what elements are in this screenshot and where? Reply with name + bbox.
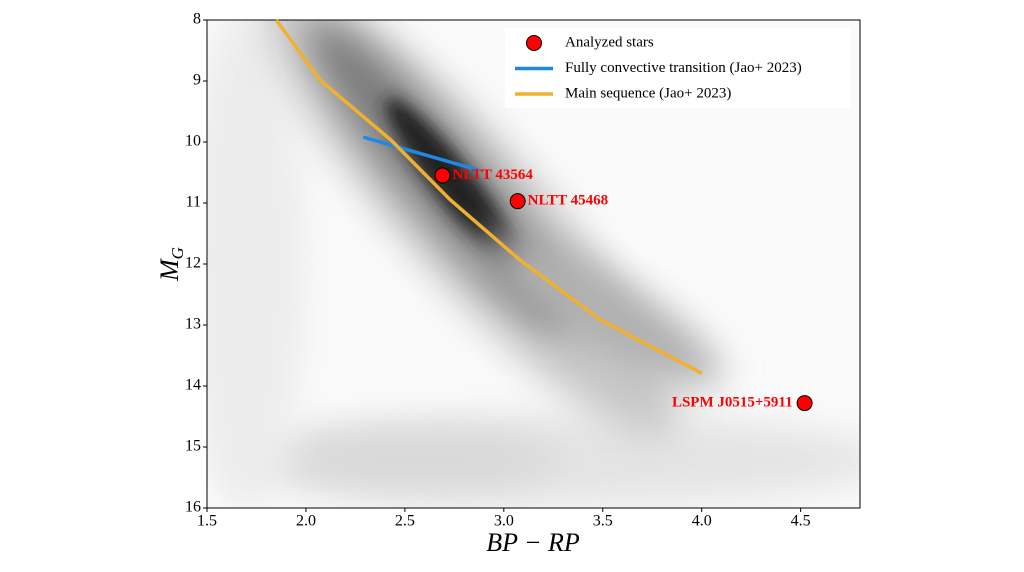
x-tick-label: 2.0 <box>296 513 316 530</box>
point-label: NLTT 43564 <box>452 167 533 183</box>
star-point <box>509 193 526 210</box>
x-tick-label: 4.5 <box>791 513 811 530</box>
legend-label: Fully convective transition (Jao+ 2023) <box>565 60 802 76</box>
legend-label: Analyzed stars <box>565 34 654 50</box>
series-line <box>274 18 703 375</box>
y-axis-label-main: M <box>155 258 184 282</box>
y-tick-label: 13 <box>185 316 201 333</box>
legend-label: Main sequence (Jao+ 2023) <box>565 85 731 101</box>
y-tick-label: 8 <box>193 11 201 28</box>
star-point <box>796 395 813 412</box>
point-label: LSPM J0515+5911 <box>672 395 793 411</box>
y-tick-label: 11 <box>186 194 201 211</box>
star-point <box>434 167 451 184</box>
y-tick-label: 14 <box>185 377 201 394</box>
y-tick-label: 15 <box>185 438 201 455</box>
x-tick-label: 4.0 <box>692 513 712 530</box>
y-axis-label-sub: G <box>168 247 187 259</box>
x-axis-label: BP − RP <box>486 528 580 557</box>
y-axis-label: MG <box>155 247 187 282</box>
y-tick-label: 12 <box>185 255 201 272</box>
x-tick-label: 1.5 <box>197 513 217 530</box>
series-line <box>362 135 479 172</box>
x-tick-label: 3.5 <box>593 513 613 530</box>
point-label: NLTT 45468 <box>528 193 608 209</box>
y-tick-label: 9 <box>193 72 201 89</box>
y-tick-label: 10 <box>185 133 201 150</box>
x-tick-label: 3.0 <box>494 513 514 530</box>
legend-box <box>505 28 850 108</box>
x-tick-label: 2.5 <box>395 513 415 530</box>
legend-marker <box>526 35 542 51</box>
y-tick-label: 16 <box>185 499 201 516</box>
